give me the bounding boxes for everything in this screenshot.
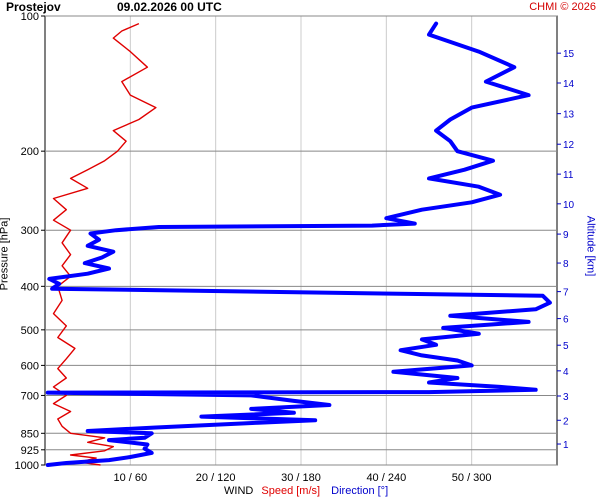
altitude-tick-label: 4	[563, 367, 569, 378]
pressure-tick-label: 100	[21, 11, 39, 23]
altitude-tick-label: 7	[563, 288, 569, 299]
pressure-tick-label: 300	[21, 225, 39, 237]
station-name: Prostejov	[6, 0, 61, 14]
altitude-tick-label: 14	[563, 79, 575, 90]
altitude-tick-label: 5	[563, 341, 569, 352]
pressure-tick-label: 700	[21, 390, 39, 402]
altitude-tick-label: 12	[563, 140, 575, 151]
pressure-tick-label: 200	[21, 146, 39, 158]
x-tick-label: 50 / 300	[452, 472, 492, 484]
bottom-legend: WIND Speed [m/s] Direction [°]	[224, 485, 388, 497]
legend-wind: WIND	[224, 485, 254, 497]
pressure-tick-label: 600	[21, 360, 39, 372]
legend-speed: Speed [m/s]	[261, 485, 321, 497]
altitude-tick-label: 11	[563, 170, 574, 181]
x-tick-label: 40 / 240	[366, 472, 406, 484]
x-tick-label: 10 / 60	[114, 472, 148, 484]
sounding-time: 09.02.2026 00 UTC	[117, 0, 222, 14]
speed-series-line	[52, 22, 157, 466]
pressure-tick-label: 850	[21, 428, 39, 440]
altitude-tick-label: 3	[563, 392, 569, 403]
x-tick-label: 30 / 180	[281, 472, 321, 484]
x-tick-label: 20 / 120	[196, 472, 236, 484]
credit-text: CHMI © 2026	[529, 1, 596, 13]
altitude-tick-label: 6	[563, 315, 569, 326]
legend-direction: Direction [°]	[331, 485, 389, 497]
pressure-tick-label: 925	[21, 445, 39, 457]
altitude-tick-label: 9	[563, 230, 569, 241]
altitude-tick-label: 2	[563, 416, 569, 427]
altitude-tick-label: 13	[563, 110, 575, 121]
altitude-tick-label: 1	[563, 440, 569, 451]
pressure-tick-label: 1000	[15, 460, 39, 472]
altitude-tick-label: 15	[563, 49, 575, 60]
altitude-tick-label: 8	[563, 259, 569, 270]
pressure-tick-label: 500	[21, 325, 39, 337]
altitude-tick-label: 10	[563, 200, 575, 211]
pressure-tick-label: 400	[21, 281, 39, 293]
direction-series-line	[45, 21, 552, 467]
